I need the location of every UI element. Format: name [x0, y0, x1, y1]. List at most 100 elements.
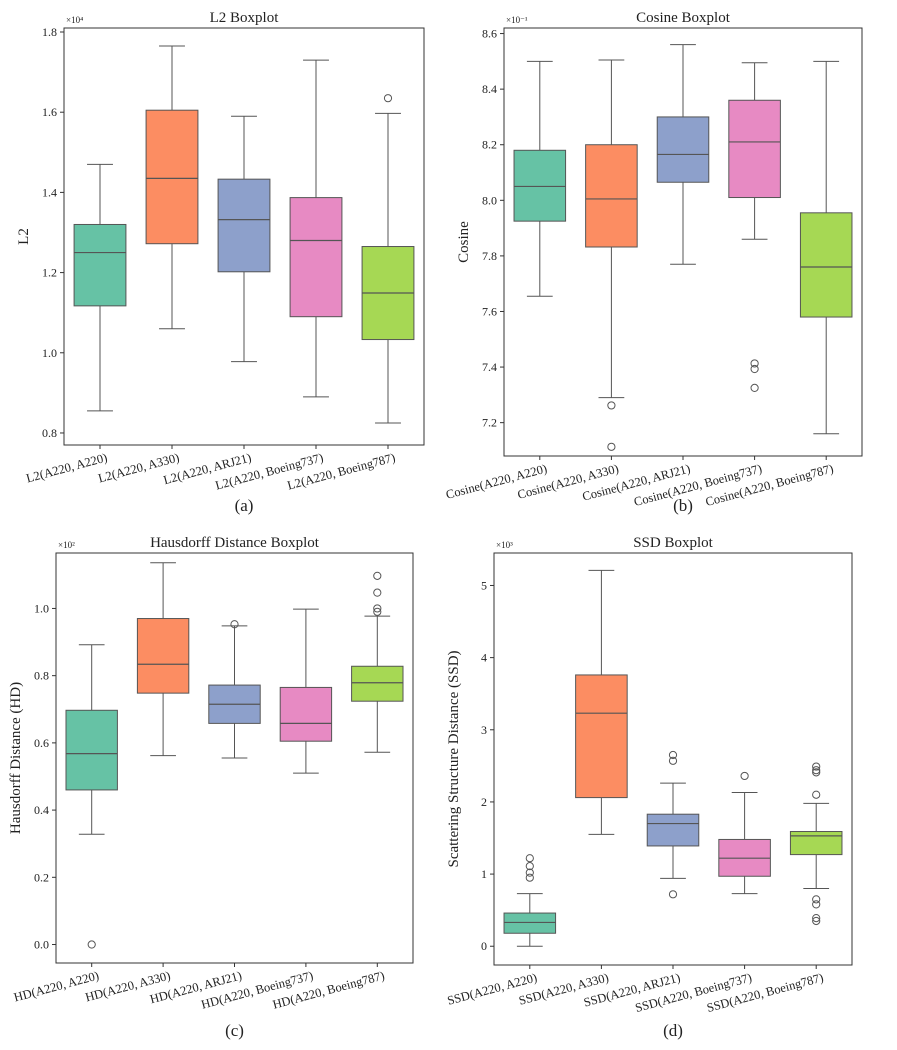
- outlier-point: [812, 916, 821, 926]
- outlier-point: [383, 94, 393, 103]
- outlier-point: [525, 854, 534, 863]
- box-iqr: [575, 674, 628, 799]
- axis-scale-label: ×10⁻¹: [506, 15, 528, 25]
- chart-title: L2 Boxplot: [210, 10, 280, 26]
- y-tick-label: 7.4: [482, 360, 497, 374]
- box-ssd-a220-a330: [575, 569, 628, 835]
- box-iqr: [65, 709, 118, 791]
- box-iqr: [585, 144, 638, 248]
- outlier-point: [373, 604, 382, 613]
- y-tick-label: 1.8: [42, 25, 57, 39]
- box-hd-a220-boeing787: [351, 571, 404, 753]
- y-tick-label: 7.8: [482, 249, 497, 263]
- outlier-point: [230, 620, 239, 629]
- box-iqr: [789, 831, 843, 856]
- outlier-point: [750, 359, 759, 368]
- box-hd-a220-boeing737: [279, 608, 333, 774]
- y-axis-label: L2: [16, 228, 32, 245]
- box-cosine-a220-boeing737: [728, 62, 781, 393]
- y-axis-label: Cosine: [456, 221, 472, 263]
- panel-hausdorff-boxplot: Hausdorff Distance Boxplot ×10² Hausdorff …: [8, 535, 414, 1040]
- outlier-point: [750, 364, 759, 374]
- outlier-point: [812, 790, 821, 799]
- box-ssd-a220-arj21: [646, 750, 700, 899]
- outlier-point: [740, 771, 749, 781]
- panel-ssd-boxplot: SSD Boxplot ×10³ Scattering Structure Dist…: [446, 535, 853, 1040]
- y-tick-label: 1.0: [34, 601, 49, 615]
- outlier-point: [812, 913, 821, 923]
- panel-caption: (d): [663, 1021, 683, 1040]
- box-ssd-a220-boeing737: [718, 771, 771, 895]
- y-tick-label: 1.2: [42, 266, 57, 280]
- box-hd-a220-a330: [136, 562, 190, 757]
- y-tick-label: 1.0: [42, 346, 57, 360]
- box-l2-a220-boeing737: [289, 59, 343, 398]
- box-iqr: [279, 686, 333, 742]
- outlier-point: [525, 862, 534, 871]
- outlier-point: [668, 750, 678, 760]
- box-iqr: [503, 912, 557, 934]
- box-iqr: [656, 116, 710, 183]
- outlier-point: [668, 756, 678, 765]
- chart-title: SSD Boxplot: [633, 535, 713, 551]
- outlier-point: [812, 766, 821, 775]
- box-iqr: [217, 178, 271, 273]
- box-l2-a220-arj21: [217, 115, 271, 363]
- y-tick-label: 1.4: [42, 185, 57, 199]
- y-tick-label: 2: [481, 795, 487, 809]
- y-tick-label: 0.4: [34, 803, 49, 817]
- box-l2-a220-boeing787: [361, 94, 415, 424]
- panel-cosine-boxplot: Cosine Boxplot ×10⁻¹ Cosine (b) 7.2 7.4 7.6 7.8…: [444, 10, 863, 515]
- y-tick-label: 7.6: [482, 304, 497, 318]
- panel-caption: (a): [235, 496, 254, 515]
- box-iqr: [351, 665, 404, 702]
- y-tick-label: 7.2: [482, 416, 497, 430]
- box-iqr: [73, 223, 127, 307]
- outlier-point: [812, 895, 821, 904]
- axis-scale-label: ×10⁴: [66, 15, 83, 25]
- outlier-point: [812, 900, 821, 909]
- box-cosine-a220-a220: [513, 60, 567, 297]
- outlier-point: [607, 401, 616, 410]
- y-tick-label: 0.8: [42, 426, 57, 440]
- box-iqr: [513, 149, 567, 222]
- box-iqr: [728, 99, 781, 199]
- box-cosine-a220-a330: [585, 59, 638, 451]
- axis-scale-label: ×10²: [58, 540, 75, 550]
- outlier-point: [607, 442, 616, 451]
- y-tick-label: 5: [481, 578, 487, 592]
- panel-caption: (c): [225, 1021, 244, 1040]
- outlier-point: [87, 940, 96, 949]
- y-tick-label: 8.6: [482, 27, 497, 41]
- outlier-point: [373, 588, 382, 597]
- y-tick-label: 3: [481, 723, 487, 737]
- box-hd-a220-a220: [65, 644, 118, 949]
- outlier-point: [373, 607, 382, 616]
- box-l2-a220-a220: [73, 163, 127, 412]
- y-tick-label: 0.2: [34, 870, 49, 884]
- box-hd-a220-arj21: [208, 620, 261, 759]
- y-tick-label: 0.8: [34, 669, 49, 683]
- outlier-point: [750, 383, 759, 393]
- outlier-point: [525, 873, 534, 882]
- outlier-point: [812, 768, 821, 777]
- panel-l2-boxplot: L2 Boxplot ×10⁴ L2 (a) 0.8 1.0 1.2 1.4 1.6 1.8 L2(…: [16, 10, 425, 515]
- box-cosine-a220-boeing787: [799, 60, 853, 435]
- y-tick-label: 8.4: [482, 82, 497, 96]
- y-tick-label: 1.6: [42, 105, 57, 119]
- x-tick-label: L2(A220, A220): [25, 450, 109, 485]
- y-tick-label: 4: [481, 651, 487, 665]
- chart-title: Hausdorff Distance Boxplot: [150, 535, 320, 551]
- box-iqr: [799, 212, 853, 318]
- box-ssd-a220-a220: [503, 854, 557, 947]
- outlier-point: [525, 868, 534, 877]
- outlier-point: [812, 762, 821, 771]
- box-ssd-a220-boeing787: [789, 762, 843, 926]
- y-tick-label: 1: [481, 867, 487, 881]
- outlier-point: [668, 890, 678, 899]
- outlier-point: [373, 571, 382, 580]
- box-cosine-a220-arj21: [656, 44, 710, 265]
- y-tick-label: 0.6: [34, 736, 49, 750]
- axis-scale-label: ×10³: [496, 540, 513, 550]
